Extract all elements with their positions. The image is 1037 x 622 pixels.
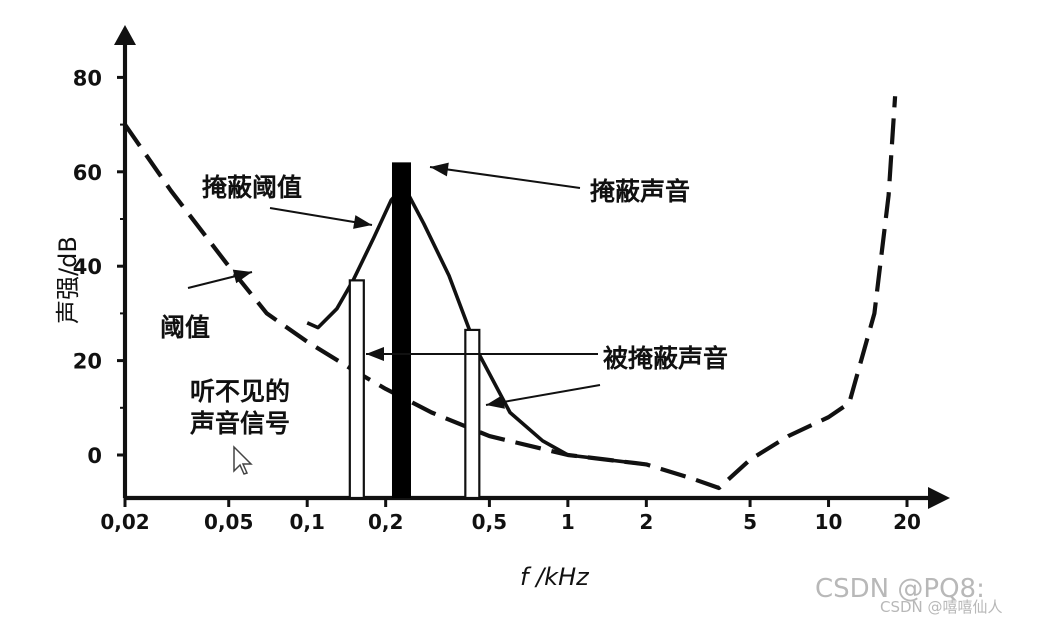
masked-tone-bar: [348, 279, 365, 500]
arrow-masking-threshold-head: [353, 215, 372, 229]
arrow-masked-high: [485, 384, 601, 406]
bars-layer: [348, 162, 481, 500]
x-tick-label: 0,1: [289, 510, 324, 534]
series-layer: [123, 96, 898, 491]
masker-bar: [391, 162, 411, 499]
watermark-line2: CSDN @嘻嘻仙人: [880, 598, 1003, 616]
y-tick-label: 20: [73, 350, 102, 374]
y-tick-label: 0: [87, 444, 102, 468]
x-tick-label: 2: [639, 510, 653, 534]
x-tick-label: 5: [743, 510, 757, 534]
annotation-masked-tone: 被掩蔽声音: [603, 344, 729, 373]
annotation-masker: 掩蔽声音: [590, 177, 691, 206]
masking-threshold-curve: [306, 184, 647, 467]
arrow-masked-low-head: [366, 347, 384, 361]
annotation-inaudible-line1: 听不见的: [190, 377, 291, 406]
x-tick-label: 0,05: [204, 510, 253, 534]
annotation-arrows: [187, 162, 601, 409]
x-axis-label: f /kHz: [520, 563, 589, 591]
masked-tone-bar: [464, 328, 481, 500]
arrow-masker: [429, 166, 581, 189]
y-tick-label: 60: [73, 161, 102, 185]
annotation-inaudible-line2: 声音信号: [190, 409, 291, 438]
x-tick-label: 0,02: [100, 510, 149, 534]
annotation-threshold: 阈值: [160, 313, 211, 342]
watermark-line1: CSDN @PQ8:: [815, 574, 985, 604]
y-axis-label: 声强/dB: [54, 236, 82, 324]
x-tick-label: 1: [561, 510, 575, 534]
x-tick-label: 0,5: [472, 510, 507, 534]
x-tick-label: 10: [815, 510, 843, 534]
arrow-threshold-head: [232, 269, 252, 284]
arrow-masker-head: [430, 162, 449, 177]
x-tick-label: 20: [893, 510, 921, 534]
y-tick-label: 40: [73, 255, 102, 279]
mouse-cursor-icon: [233, 445, 253, 475]
y-tick-label: 80: [73, 66, 102, 90]
annotation-masking-threshold: 掩蔽阈值: [202, 173, 303, 202]
x-axis-arrow: [928, 487, 950, 509]
axes: 80 60 40 20 0 0,02 0,05 0,1 0,2 0,5 1 2 5 10 20: [73, 25, 950, 534]
arrow-masked-high-head: [486, 395, 505, 409]
x-tick-label: 0,2: [368, 510, 403, 534]
y-axis-arrow: [114, 25, 136, 45]
